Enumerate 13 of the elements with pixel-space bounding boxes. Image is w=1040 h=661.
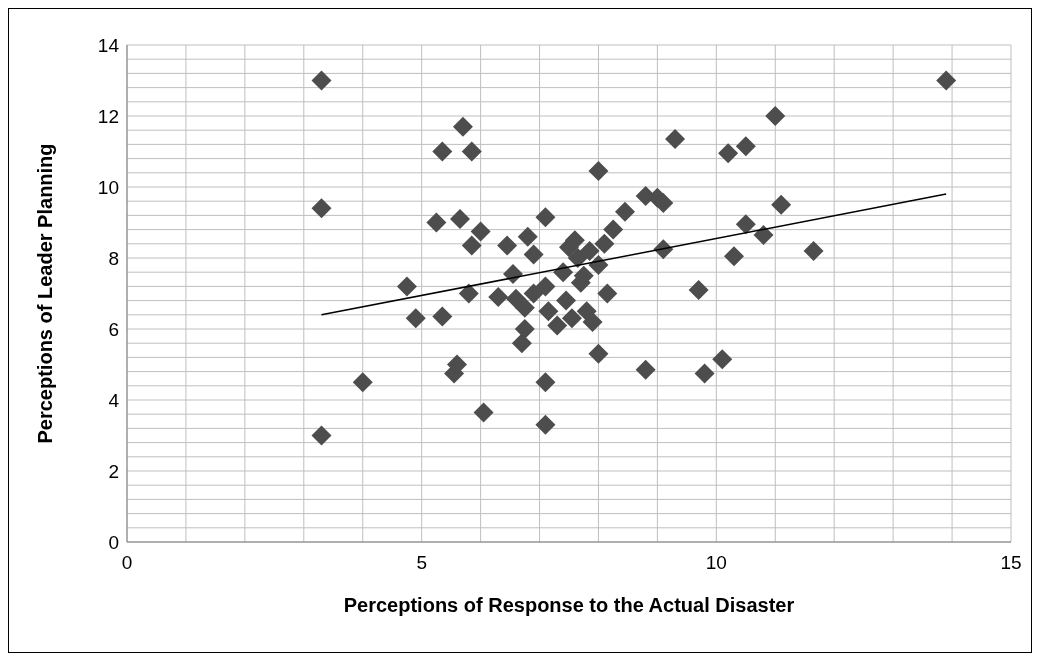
x-tick-label: 5 [416, 552, 427, 574]
x-tick-label: 15 [1000, 552, 1022, 574]
x-axis-title: Perceptions of Response to the Actual Disaster [343, 594, 795, 616]
y-tick-label: 14 [97, 34, 120, 56]
y-tick-label: 10 [97, 176, 119, 198]
y-axis-title: Perceptions of Leader Planning [34, 143, 57, 444]
y-tick-label: 8 [108, 247, 119, 269]
x-tick-label: 10 [705, 552, 727, 574]
y-tick-label: 2 [108, 460, 119, 482]
y-tick-label: 12 [97, 105, 119, 127]
y-tick-label: 6 [108, 318, 119, 340]
y-tick-label: 0 [108, 531, 119, 553]
y-tick-label: 4 [108, 389, 120, 411]
